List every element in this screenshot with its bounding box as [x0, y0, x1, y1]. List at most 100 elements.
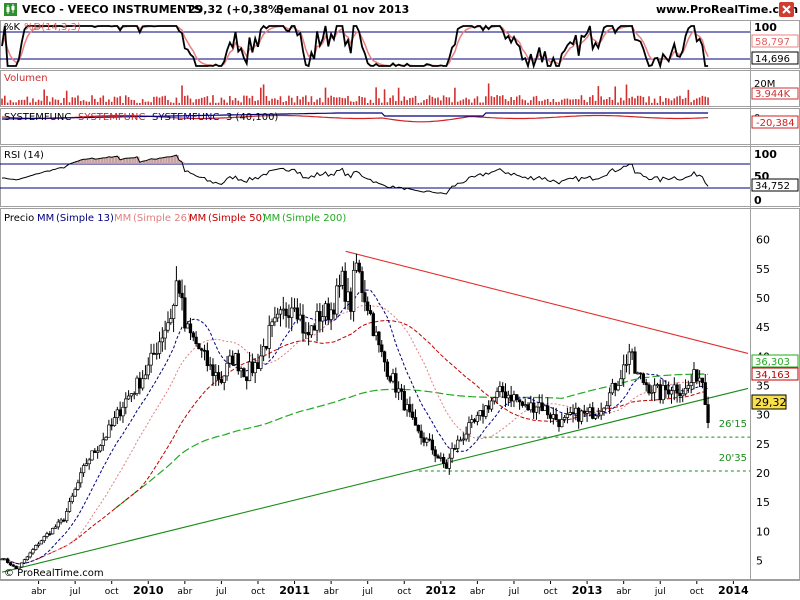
- candle-body: [456, 439, 460, 449]
- y-tick-label: 35: [756, 380, 770, 393]
- candle-body: [436, 455, 440, 459]
- candle-body: [492, 397, 496, 402]
- volume-bar: [586, 102, 588, 105]
- candle-body: [312, 325, 316, 331]
- volume-bar: [74, 97, 76, 105]
- candle-body: [247, 361, 252, 382]
- volume-bar: [99, 97, 102, 105]
- volume-bar: [150, 102, 152, 105]
- candle-body: [256, 362, 260, 369]
- volume-bar: [485, 96, 487, 105]
- candle-body: [321, 316, 325, 322]
- candle-body: [95, 450, 100, 453]
- volume-bar: [414, 95, 417, 105]
- candle-body: [50, 528, 55, 535]
- volume-bar: [400, 100, 403, 105]
- candle-body: [692, 369, 696, 383]
- candle-body: [211, 364, 215, 376]
- candle-body: [315, 311, 319, 331]
- candle-body: [517, 399, 522, 403]
- volume-bar: [20, 99, 23, 105]
- x-tick-label: 2014: [718, 584, 749, 597]
- candle-body: [65, 511, 69, 522]
- rsi-line: [2, 154, 709, 195]
- y-tick-label: 15: [756, 496, 770, 509]
- x-tick-label: 2010: [133, 584, 164, 597]
- volume-bar: [248, 98, 251, 105]
- candle-body: [202, 349, 207, 352]
- volume-bar: [698, 97, 701, 105]
- candle-body: [53, 526, 58, 529]
- volume-bar: [378, 98, 380, 105]
- volume-bar: [648, 96, 650, 105]
- candle-body: [385, 361, 390, 377]
- chart-header: VECO - VEECO INSTRUMENTS 29,32 (+0,38%) …: [0, 0, 800, 21]
- candle-body: [132, 393, 136, 395]
- candle-body: [171, 305, 176, 319]
- candle-body: [101, 439, 105, 446]
- volume-bar: [445, 97, 448, 105]
- volume-bar: [395, 101, 397, 105]
- candle-body: [633, 351, 637, 374]
- volume-bar: [327, 97, 330, 105]
- candle-body: [194, 336, 198, 345]
- volume-bar: [319, 97, 321, 105]
- volume-bar: [147, 101, 150, 105]
- candle-body: [706, 404, 710, 423]
- candle-body: [253, 362, 257, 374]
- candle-body: [647, 384, 651, 394]
- volume-bar: [184, 95, 186, 105]
- legend-ma13-name: (Simple 13): [56, 213, 114, 224]
- candle-body: [329, 309, 333, 320]
- volume-bar: [6, 102, 9, 105]
- candle-body: [363, 292, 367, 303]
- close-icon[interactable]: [779, 2, 794, 17]
- volume-bar: [459, 100, 462, 105]
- candle-body: [270, 321, 274, 326]
- candle-body: [543, 405, 547, 411]
- candle-body: [25, 556, 29, 561]
- volume-bar: [591, 95, 594, 105]
- volume-bar: [653, 98, 656, 105]
- volume-bar: [468, 99, 470, 105]
- candle-body: [509, 394, 513, 402]
- candle-body: [560, 419, 564, 428]
- volume-bar: [178, 102, 181, 105]
- volume-bar: [113, 96, 116, 105]
- volume-bar: [344, 98, 346, 105]
- candle-body: [115, 409, 119, 418]
- x-tick-label: oct: [544, 587, 558, 597]
- volume-bar: [226, 102, 228, 105]
- volume-bar: [639, 95, 642, 105]
- legend-ma50-label: MM: [189, 213, 206, 224]
- volume-bar: [538, 101, 541, 105]
- candle-body: [323, 303, 328, 318]
- volume-bar: [282, 102, 285, 105]
- candle-body: [382, 351, 387, 363]
- x-tick-label: jul: [654, 587, 666, 597]
- ma-value-label: 34,163: [755, 370, 790, 381]
- candle-body: [664, 385, 668, 391]
- candle-body: [216, 372, 221, 380]
- volume-bar: [389, 97, 391, 105]
- candle-body: [67, 501, 72, 512]
- candle-body: [76, 482, 80, 490]
- volume-bar: [684, 97, 687, 105]
- candle-body: [371, 313, 375, 337]
- candle-body: [441, 457, 446, 464]
- candle-body: [3, 558, 7, 561]
- candle-body: [619, 378, 623, 386]
- support-lines: 26'15 20'35: [418, 419, 750, 472]
- volume-bar: [124, 95, 127, 105]
- volume-bar: [577, 99, 580, 105]
- volume-bar: [642, 96, 645, 105]
- y-tick-label: 45: [756, 321, 770, 334]
- volume-bar: [229, 96, 231, 105]
- current-price-marker: 29,32: [751, 394, 787, 410]
- candle-body: [337, 284, 342, 287]
- volume-bar: [392, 95, 394, 105]
- volume-bar: [535, 95, 538, 105]
- candle-body: [568, 412, 572, 415]
- volume-bar: [338, 97, 341, 105]
